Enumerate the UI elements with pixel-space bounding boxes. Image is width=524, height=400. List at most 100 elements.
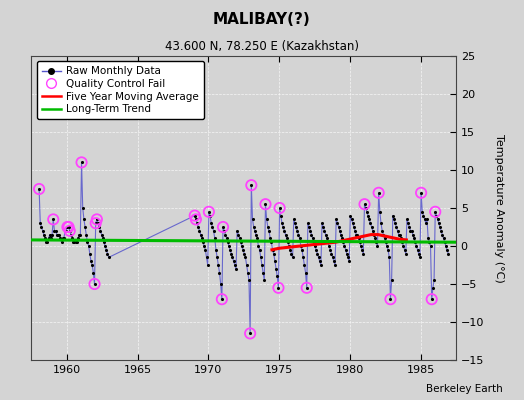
- Point: [87, 258, 95, 264]
- Point: [352, 231, 361, 238]
- Point: [55, 231, 63, 238]
- Point: [48, 231, 56, 238]
- Point: [379, 231, 388, 238]
- Point: [409, 231, 417, 238]
- Point: [93, 216, 101, 222]
- Point: [296, 235, 304, 242]
- Point: [274, 285, 282, 291]
- Point: [38, 228, 47, 234]
- Point: [224, 239, 232, 245]
- Point: [101, 243, 110, 249]
- Point: [396, 231, 404, 238]
- Point: [294, 231, 303, 238]
- Point: [49, 216, 58, 222]
- Point: [62, 228, 70, 234]
- Point: [302, 285, 311, 291]
- Point: [412, 243, 421, 249]
- Point: [348, 220, 357, 226]
- Point: [96, 228, 105, 234]
- Point: [371, 235, 379, 242]
- Point: [332, 216, 341, 222]
- Point: [274, 285, 282, 291]
- Point: [424, 235, 432, 242]
- Point: [35, 186, 43, 192]
- Point: [437, 228, 445, 234]
- Point: [219, 224, 227, 230]
- Point: [315, 258, 324, 264]
- Point: [431, 209, 440, 215]
- Point: [364, 212, 372, 219]
- Point: [444, 250, 452, 257]
- Point: [216, 281, 225, 287]
- Point: [404, 220, 412, 226]
- Point: [49, 216, 58, 222]
- Point: [35, 186, 43, 192]
- Point: [367, 224, 376, 230]
- Point: [358, 246, 366, 253]
- Point: [64, 224, 73, 230]
- Point: [319, 224, 328, 230]
- Point: [272, 266, 280, 272]
- Point: [430, 277, 438, 283]
- Point: [278, 220, 286, 226]
- Point: [285, 243, 293, 249]
- Point: [339, 239, 347, 245]
- Point: [243, 262, 251, 268]
- Point: [68, 235, 77, 242]
- Point: [268, 246, 277, 253]
- Point: [391, 220, 399, 226]
- Point: [337, 231, 345, 238]
- Point: [271, 258, 279, 264]
- Point: [217, 296, 226, 302]
- Point: [288, 254, 297, 261]
- Point: [258, 262, 266, 268]
- Point: [378, 228, 386, 234]
- Point: [238, 243, 246, 249]
- Point: [395, 231, 403, 238]
- Point: [93, 216, 101, 222]
- Point: [416, 254, 424, 261]
- Point: [64, 224, 73, 230]
- Point: [84, 243, 93, 249]
- Point: [90, 281, 99, 287]
- Point: [340, 243, 348, 249]
- Point: [266, 235, 275, 242]
- Point: [306, 228, 314, 234]
- Point: [52, 231, 61, 238]
- Point: [370, 231, 378, 238]
- Point: [417, 190, 425, 196]
- Point: [263, 216, 271, 222]
- Point: [334, 224, 343, 230]
- Point: [443, 246, 451, 253]
- Point: [228, 254, 237, 261]
- Point: [59, 235, 67, 242]
- Point: [428, 296, 436, 302]
- Point: [380, 235, 389, 242]
- Point: [192, 216, 200, 222]
- Point: [314, 254, 323, 261]
- Point: [217, 296, 226, 302]
- Point: [99, 235, 107, 242]
- Point: [417, 190, 425, 196]
- Point: [249, 224, 258, 230]
- Point: [280, 228, 289, 234]
- Point: [261, 201, 270, 207]
- Point: [311, 243, 319, 249]
- Point: [299, 254, 308, 261]
- Point: [54, 231, 62, 238]
- Point: [83, 239, 92, 245]
- Point: [56, 235, 64, 242]
- Point: [300, 262, 309, 268]
- Point: [250, 228, 259, 234]
- Point: [247, 182, 256, 188]
- Point: [429, 285, 437, 291]
- Point: [345, 258, 353, 264]
- Point: [353, 231, 362, 238]
- Point: [220, 228, 228, 234]
- Point: [41, 235, 49, 242]
- Point: [428, 296, 436, 302]
- Point: [439, 235, 447, 242]
- Point: [66, 228, 74, 234]
- Point: [226, 246, 234, 253]
- Point: [316, 262, 325, 268]
